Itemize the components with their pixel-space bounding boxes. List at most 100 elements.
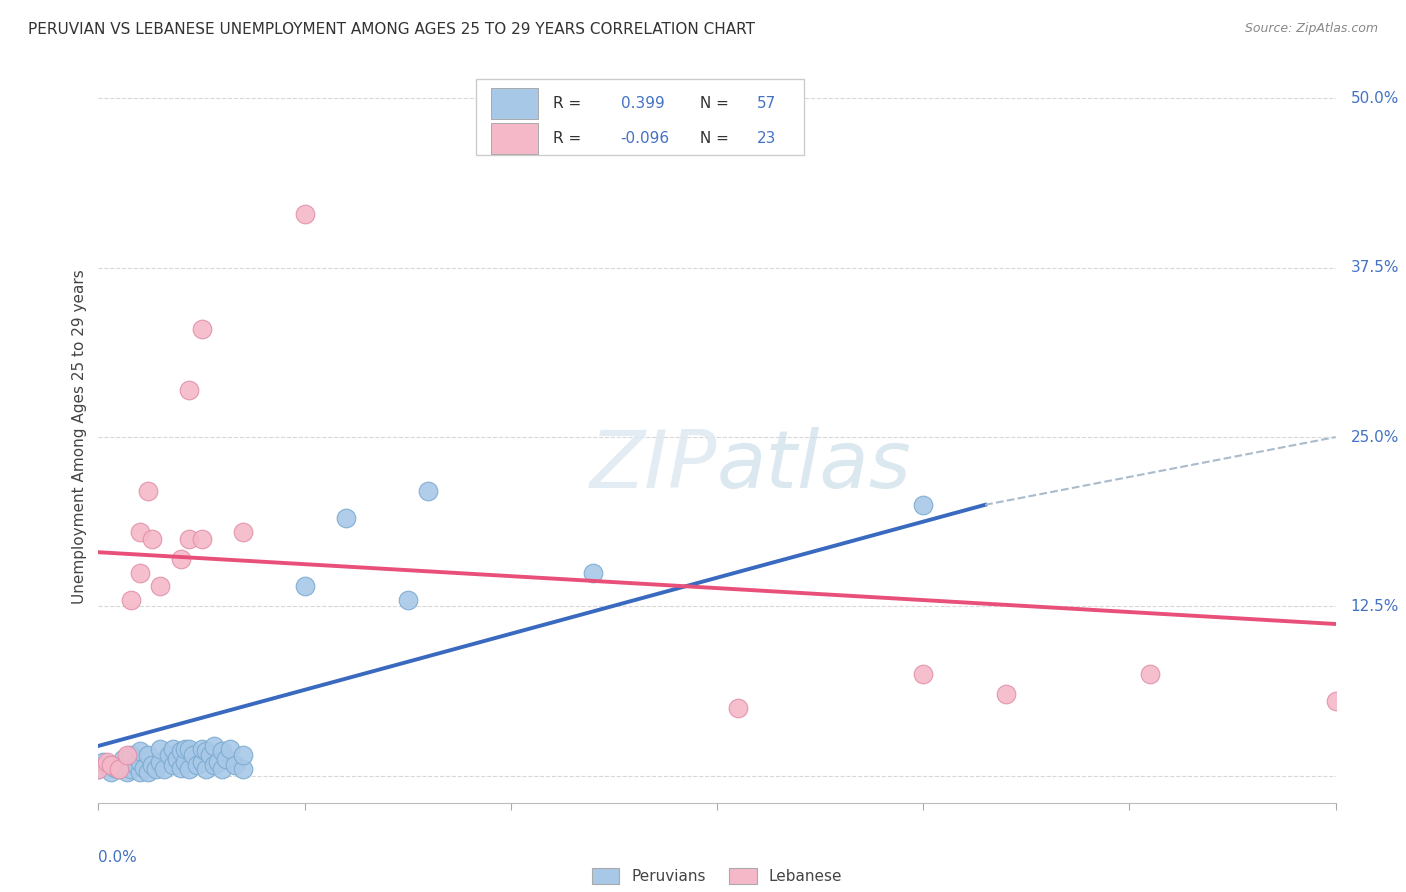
Point bbox=[128, 764, 150, 779]
Text: 57: 57 bbox=[756, 95, 776, 111]
Point bbox=[190, 741, 212, 756]
Point bbox=[174, 741, 197, 756]
Point bbox=[112, 757, 135, 772]
Point bbox=[100, 757, 122, 772]
Text: -0.096: -0.096 bbox=[620, 131, 669, 146]
Point bbox=[181, 748, 204, 763]
Point bbox=[136, 764, 159, 779]
Point bbox=[179, 532, 201, 546]
Point bbox=[727, 701, 749, 715]
Point bbox=[162, 757, 184, 772]
Point bbox=[117, 755, 139, 769]
Point bbox=[136, 484, 159, 499]
Point bbox=[128, 744, 150, 758]
Point bbox=[232, 524, 254, 539]
Point bbox=[104, 761, 127, 775]
Text: N =: N = bbox=[695, 95, 734, 111]
Text: R =: R = bbox=[553, 131, 586, 146]
Text: atlas: atlas bbox=[717, 427, 912, 506]
Point bbox=[335, 511, 357, 525]
Point bbox=[994, 688, 1017, 702]
Point bbox=[912, 498, 935, 512]
Point bbox=[132, 761, 155, 775]
Point bbox=[211, 744, 233, 758]
Text: 12.5%: 12.5% bbox=[1351, 599, 1399, 614]
Point bbox=[396, 592, 419, 607]
Text: 37.5%: 37.5% bbox=[1351, 260, 1399, 276]
Point bbox=[120, 592, 142, 607]
Text: PERUVIAN VS LEBANESE UNEMPLOYMENT AMONG AGES 25 TO 29 YEARS CORRELATION CHART: PERUVIAN VS LEBANESE UNEMPLOYMENT AMONG … bbox=[28, 22, 755, 37]
Point bbox=[179, 383, 201, 397]
Text: ZIP: ZIP bbox=[589, 427, 717, 506]
Point bbox=[194, 744, 217, 758]
Point bbox=[128, 566, 150, 580]
Legend: Peruvians, Lebanese: Peruvians, Lebanese bbox=[586, 862, 848, 890]
Point bbox=[202, 739, 225, 753]
Point bbox=[87, 762, 110, 776]
Point bbox=[96, 757, 118, 772]
Point bbox=[194, 762, 217, 776]
Point bbox=[198, 748, 221, 763]
Point bbox=[112, 752, 135, 766]
Point bbox=[91, 755, 114, 769]
Point bbox=[912, 667, 935, 681]
Text: N =: N = bbox=[695, 131, 734, 146]
Point bbox=[190, 532, 212, 546]
Point bbox=[186, 757, 208, 772]
Point bbox=[128, 524, 150, 539]
Point bbox=[219, 741, 242, 756]
Point bbox=[153, 762, 176, 776]
Point bbox=[96, 755, 118, 769]
Point bbox=[141, 757, 163, 772]
Point bbox=[120, 762, 142, 776]
Point bbox=[418, 484, 440, 499]
Point bbox=[207, 755, 229, 769]
Point bbox=[166, 752, 188, 766]
Point bbox=[87, 762, 110, 776]
Point bbox=[170, 744, 193, 758]
Point bbox=[149, 579, 172, 593]
Point bbox=[1139, 667, 1161, 681]
Point bbox=[149, 755, 172, 769]
Point bbox=[294, 579, 316, 593]
Point bbox=[100, 764, 122, 779]
Point bbox=[124, 757, 146, 772]
Text: R =: R = bbox=[553, 95, 586, 111]
FancyBboxPatch shape bbox=[491, 88, 537, 119]
Point bbox=[108, 762, 131, 776]
Y-axis label: Unemployment Among Ages 25 to 29 years: Unemployment Among Ages 25 to 29 years bbox=[72, 269, 87, 605]
Point bbox=[1324, 694, 1347, 708]
Point bbox=[179, 762, 201, 776]
FancyBboxPatch shape bbox=[475, 78, 804, 155]
Point bbox=[174, 755, 197, 769]
Point bbox=[202, 757, 225, 772]
Text: Source: ZipAtlas.com: Source: ZipAtlas.com bbox=[1244, 22, 1378, 36]
Point bbox=[157, 748, 180, 763]
Point bbox=[582, 566, 605, 580]
Point bbox=[117, 764, 139, 779]
Point bbox=[108, 762, 131, 776]
Point bbox=[179, 741, 201, 756]
Point bbox=[162, 741, 184, 756]
Text: 0.0%: 0.0% bbox=[98, 850, 138, 865]
Point bbox=[136, 748, 159, 763]
Point bbox=[149, 741, 172, 756]
Point bbox=[120, 748, 142, 763]
Point bbox=[141, 532, 163, 546]
Point bbox=[170, 552, 193, 566]
Point bbox=[117, 748, 139, 763]
Text: 23: 23 bbox=[756, 131, 776, 146]
Point bbox=[211, 762, 233, 776]
Point bbox=[190, 322, 212, 336]
Point bbox=[190, 755, 212, 769]
Text: 0.399: 0.399 bbox=[620, 95, 664, 111]
Point bbox=[145, 762, 167, 776]
Point bbox=[294, 206, 316, 220]
Point bbox=[215, 752, 238, 766]
Text: 50.0%: 50.0% bbox=[1351, 91, 1399, 106]
FancyBboxPatch shape bbox=[491, 123, 537, 154]
Point bbox=[232, 762, 254, 776]
Point bbox=[224, 757, 246, 772]
Text: 25.0%: 25.0% bbox=[1351, 430, 1399, 444]
Point bbox=[232, 748, 254, 763]
